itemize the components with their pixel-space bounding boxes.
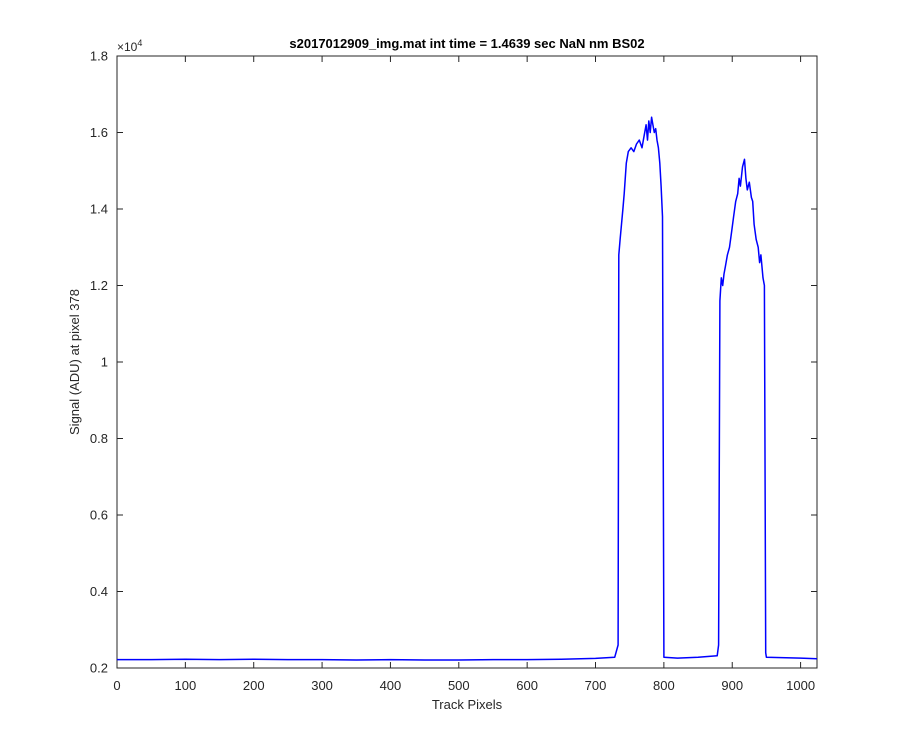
y-tick-label: 0.8 — [90, 431, 108, 446]
y-axis-multiplier: ×104 — [117, 38, 142, 54]
x-tick-label: 500 — [448, 678, 470, 693]
x-tick-label: 300 — [311, 678, 333, 693]
x-tick-label: 900 — [721, 678, 743, 693]
y-tick-label: 1 — [101, 355, 108, 370]
x-axis-label: Track Pixels — [432, 697, 503, 712]
x-tick-label: 600 — [516, 678, 538, 693]
chart-title: s2017012909_img.mat int time = 1.4639 se… — [289, 36, 644, 51]
x-tick-label: 400 — [380, 678, 402, 693]
y-tick-label: 0.4 — [90, 584, 108, 599]
y-tick-label: 1.8 — [90, 49, 108, 64]
y-tick-label: 0.6 — [90, 508, 108, 523]
ticks: 0 100 200 300 400 500 600 700 800 900 1000 0.2 0.4 0.… — [90, 49, 817, 693]
y-multiplier-exponent: 4 — [137, 38, 142, 48]
y-tick-label: 1.2 — [90, 278, 108, 293]
y-multiplier-base: ×10 — [117, 40, 138, 54]
y-tick-label: 1.4 — [90, 202, 108, 217]
x-tick-label: 800 — [653, 678, 675, 693]
x-tick-label: 100 — [175, 678, 197, 693]
plot-area — [116, 55, 818, 669]
series-layer — [117, 116, 817, 661]
y-tick-label: 0.2 — [90, 661, 108, 676]
y-tick-label: 1.6 — [90, 125, 108, 140]
x-tick-label: 700 — [585, 678, 607, 693]
series-line-1 — [117, 116, 817, 661]
y-axis-label: Signal (ADU) at pixel 378 — [67, 289, 82, 435]
x-tick-label: 200 — [243, 678, 265, 693]
x-tick-label: 0 — [113, 678, 120, 693]
x-tick-label: 1000 — [786, 678, 815, 693]
